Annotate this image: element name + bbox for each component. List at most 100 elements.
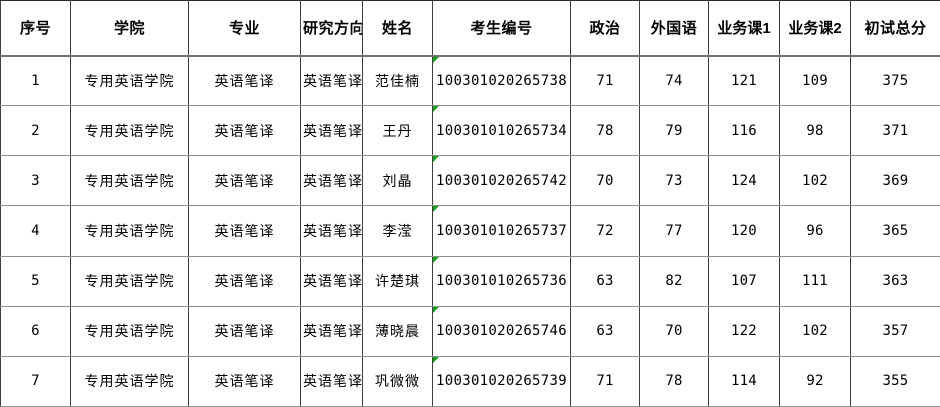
cell-index[interactable]: 2	[0, 105, 71, 157]
cell-exam-id-text: 100301020265742	[436, 172, 567, 189]
cell-course2[interactable]: 102	[779, 155, 851, 207]
column-header-college[interactable]: 学院	[70, 0, 189, 57]
cell-exam-id-text: 100301010265737	[436, 222, 567, 239]
cell-name[interactable]: 范佳楠	[362, 54, 433, 107]
cell-college[interactable]: 专用英语学院	[70, 355, 189, 407]
cell-index[interactable]: 7	[0, 355, 71, 407]
table-body: 1 专用英语学院 英语笔译 英语笔译 范佳楠 100301020265738 71 74 121…	[0, 54, 940, 407]
cell-foreign[interactable]: 78	[639, 355, 709, 407]
cell-total[interactable]: 375	[850, 54, 940, 107]
cell-index[interactable]: 1	[0, 54, 71, 107]
cell-college[interactable]: 专用英语学院	[70, 305, 189, 357]
cell-course1[interactable]: 124	[708, 155, 780, 207]
cell-college[interactable]: 专用英语学院	[70, 155, 189, 207]
cell-name[interactable]: 李滢	[362, 205, 433, 257]
cell-course2[interactable]: 96	[779, 205, 851, 257]
cell-total[interactable]: 363	[850, 255, 940, 307]
column-header-course1[interactable]: 业务课1	[708, 0, 780, 57]
number-stored-as-text-icon	[433, 206, 439, 213]
cell-exam-id[interactable]: 100301020265742	[432, 155, 571, 207]
cell-major[interactable]: 英语笔译	[188, 54, 301, 107]
number-stored-as-text-icon	[433, 106, 439, 113]
column-header-direction[interactable]: 研究方向	[300, 0, 363, 57]
cell-politics[interactable]: 70	[570, 155, 640, 207]
cell-foreign[interactable]: 77	[639, 205, 709, 257]
cell-direction[interactable]: 英语笔译	[300, 205, 363, 257]
cell-exam-id[interactable]: 100301010265734	[432, 105, 571, 157]
cell-total[interactable]: 355	[850, 355, 940, 407]
cell-exam-id[interactable]: 100301020265746	[432, 305, 571, 357]
cell-politics[interactable]: 72	[570, 205, 640, 257]
cell-foreign[interactable]: 79	[639, 105, 709, 157]
cell-exam-id[interactable]: 100301010265737	[432, 205, 571, 257]
cell-foreign[interactable]: 73	[639, 155, 709, 207]
cell-college[interactable]: 专用英语学院	[70, 105, 189, 157]
cell-direction[interactable]: 英语笔译	[300, 305, 363, 357]
cell-index[interactable]: 6	[0, 305, 71, 357]
table-row: 1 专用英语学院 英语笔译 英语笔译 范佳楠 100301020265738 71 74 121…	[0, 54, 940, 107]
cell-course1[interactable]: 114	[708, 355, 780, 407]
cell-index[interactable]: 4	[0, 205, 71, 257]
cell-major[interactable]: 英语笔译	[188, 205, 301, 257]
cell-exam-id[interactable]: 100301020265739	[432, 355, 571, 407]
column-header-major[interactable]: 专业	[188, 0, 301, 57]
cell-name[interactable]: 许楚琪	[362, 255, 433, 307]
cell-name[interactable]: 巩微微	[362, 355, 433, 407]
cell-college[interactable]: 专用英语学院	[70, 54, 189, 107]
cell-course1[interactable]: 116	[708, 105, 780, 157]
cell-course1[interactable]: 107	[708, 255, 780, 307]
cell-total[interactable]: 369	[850, 155, 940, 207]
cell-course2[interactable]: 102	[779, 305, 851, 357]
cell-exam-id-text: 100301020265746	[436, 323, 567, 340]
cell-index[interactable]: 3	[0, 155, 71, 207]
column-header-index[interactable]: 序号	[0, 0, 71, 57]
column-header-politics[interactable]: 政治	[570, 0, 640, 57]
cell-foreign[interactable]: 82	[639, 255, 709, 307]
column-header-course2[interactable]: 业务课2	[779, 0, 851, 57]
cell-course2[interactable]: 92	[779, 355, 851, 407]
cell-course1[interactable]: 121	[708, 54, 780, 107]
cell-foreign[interactable]: 70	[639, 305, 709, 357]
cell-direction[interactable]: 英语笔译	[300, 54, 363, 107]
cell-course2[interactable]: 109	[779, 54, 851, 107]
cell-total[interactable]: 371	[850, 105, 940, 157]
table-row: 6 专用英语学院 英语笔译 英语笔译 薄晓晨 100301020265746 63 70 122…	[0, 305, 940, 357]
cell-course2[interactable]: 98	[779, 105, 851, 157]
cell-politics[interactable]: 63	[570, 305, 640, 357]
cell-course1[interactable]: 122	[708, 305, 780, 357]
cell-name[interactable]: 薄晓晨	[362, 305, 433, 357]
cell-politics[interactable]: 71	[570, 355, 640, 407]
cell-index[interactable]: 5	[0, 255, 71, 307]
cell-college[interactable]: 专用英语学院	[70, 255, 189, 307]
cell-major[interactable]: 英语笔译	[188, 255, 301, 307]
cell-name[interactable]: 王丹	[362, 105, 433, 157]
cell-direction[interactable]: 英语笔译	[300, 355, 363, 407]
cell-major[interactable]: 英语笔译	[188, 105, 301, 157]
cell-exam-id-text: 100301010265734	[436, 122, 567, 139]
cell-politics[interactable]: 78	[570, 105, 640, 157]
table-row: 5 专用英语学院 英语笔译 英语笔译 许楚琪 100301010265736 63 82 107…	[0, 255, 940, 307]
column-header-foreign[interactable]: 外国语	[639, 0, 709, 57]
cell-direction[interactable]: 英语笔译	[300, 255, 363, 307]
cell-foreign[interactable]: 74	[639, 54, 709, 107]
cell-politics[interactable]: 71	[570, 54, 640, 107]
cell-politics[interactable]: 63	[570, 255, 640, 307]
cell-total[interactable]: 365	[850, 205, 940, 257]
cell-total[interactable]: 357	[850, 305, 940, 357]
cell-course2[interactable]: 111	[779, 255, 851, 307]
cell-exam-id[interactable]: 100301010265736	[432, 255, 571, 307]
cell-exam-id[interactable]: 100301020265738	[432, 54, 571, 107]
cell-name[interactable]: 刘晶	[362, 155, 433, 207]
column-header-total[interactable]: 初试总分	[850, 0, 940, 57]
cell-direction[interactable]: 英语笔译	[300, 155, 363, 207]
cell-college[interactable]: 专用英语学院	[70, 205, 189, 257]
column-header-name[interactable]: 姓名	[362, 0, 433, 57]
cell-major[interactable]: 英语笔译	[188, 155, 301, 207]
cell-major[interactable]: 英语笔译	[188, 355, 301, 407]
column-header-exam-id[interactable]: 考生编号	[432, 0, 571, 57]
cell-direction[interactable]: 英语笔译	[300, 105, 363, 157]
cell-major[interactable]: 英语笔译	[188, 305, 301, 357]
cell-course1[interactable]: 120	[708, 205, 780, 257]
